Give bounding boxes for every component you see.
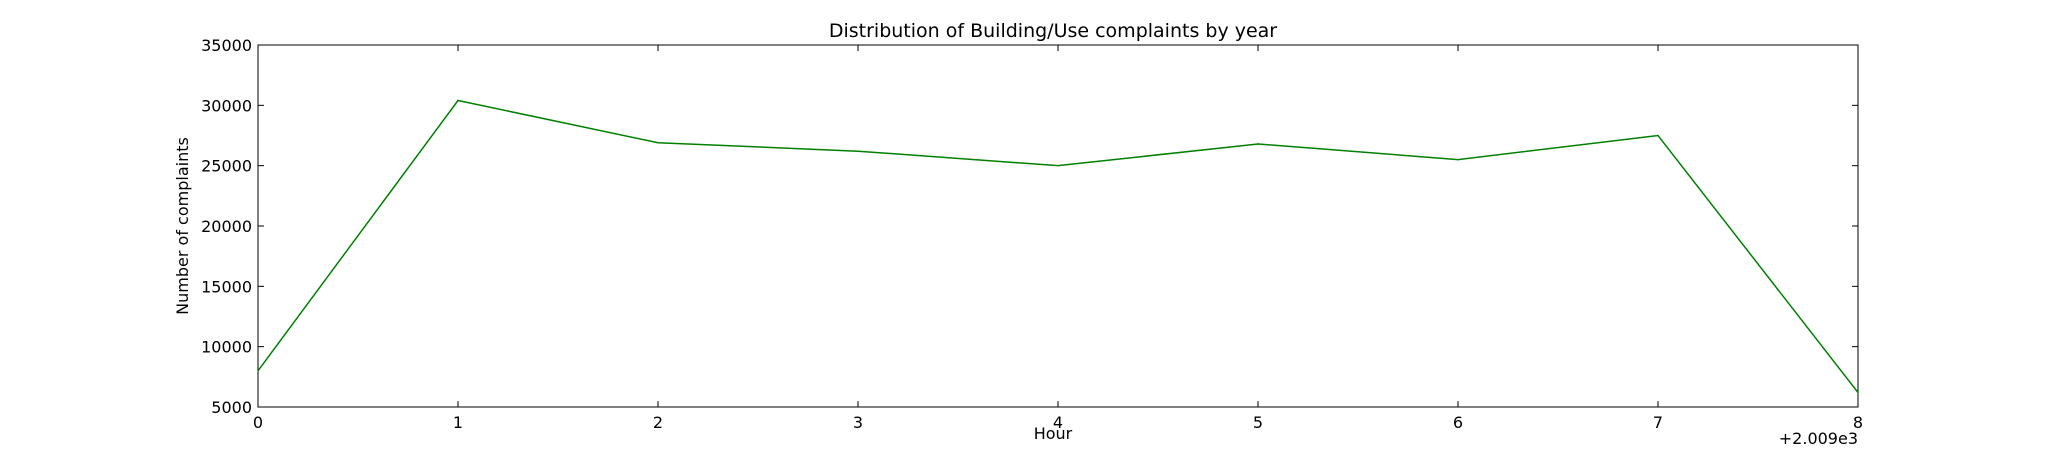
y-tick-label: 30000 [201, 96, 252, 115]
y-axis: 5000 10000 15000 20000 25000 30000 35000 [201, 36, 1858, 417]
x-tick-label: 6 [1453, 413, 1463, 432]
chart-title: Distribution of Building/Use complaints … [829, 20, 1277, 42]
x-tick-label: 4 [1053, 413, 1063, 432]
y-tick-label: 25000 [201, 157, 252, 176]
x-tick-label: 5 [1253, 413, 1263, 432]
x-tick-label: 1 [453, 413, 463, 432]
series-line-0 [257, 99, 1859, 393]
series-point [1257, 143, 1259, 145]
x-tick-label: 3 [853, 413, 863, 432]
series-point [657, 141, 659, 144]
series-point [257, 370, 259, 372]
x-tick-label: 2 [653, 413, 663, 432]
series-point [1657, 134, 1659, 137]
series-point [457, 99, 459, 102]
y-tick-label: 35000 [201, 36, 252, 55]
series-point [1457, 158, 1459, 161]
y-tick-label: 5000 [211, 398, 252, 417]
x-axis-label: Hour [1034, 424, 1073, 443]
x-axis-offset-label: +2.009e3 [1779, 429, 1858, 448]
x-tick-label: 7 [1653, 413, 1663, 432]
y-tick-label: 10000 [201, 338, 252, 357]
x-tick-label: 0 [253, 413, 263, 432]
series-point [1057, 164, 1059, 167]
series-point [857, 150, 859, 152]
series-point [1857, 391, 1859, 394]
y-tick-label: 20000 [201, 217, 252, 236]
y-axis-label: Number of complaints [173, 137, 192, 315]
x-tick-label: 8 [1853, 413, 1863, 432]
x-axis: 0 1 2 3 4 5 6 7 8 [253, 45, 1863, 432]
y-tick-label: 15000 [201, 277, 252, 296]
plot-frame [257, 44, 1859, 408]
plot-area [257, 44, 1859, 408]
